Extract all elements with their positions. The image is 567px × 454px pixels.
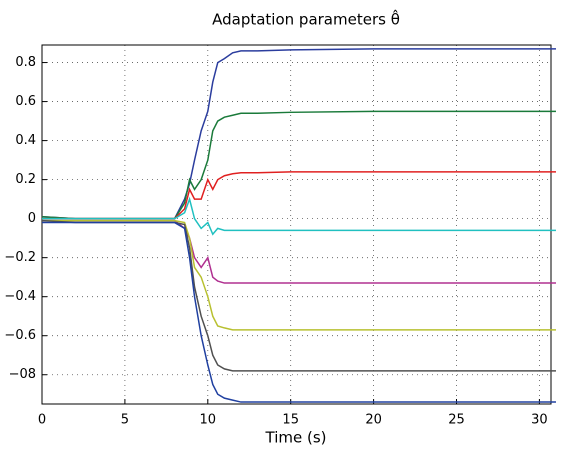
x-tick-label: 25	[448, 413, 465, 428]
x-tick-label: 15	[282, 413, 299, 428]
x-tick-label: 10	[200, 413, 217, 428]
series-line	[42, 219, 556, 331]
x-tick-label: 30	[531, 413, 548, 428]
y-tick-label: 0.2	[15, 172, 36, 187]
series-line	[41, 110, 556, 220]
y-tick-label: −0.6	[4, 328, 36, 343]
series-line	[41, 48, 556, 220]
plot-frame	[41, 44, 552, 405]
x-tick-label: 0	[38, 413, 46, 428]
x-tick-label: 5	[121, 413, 129, 428]
y-tick-label: −08	[9, 367, 36, 382]
series-line	[42, 221, 556, 403]
x-tick-label: 20	[365, 413, 382, 428]
series-line	[41, 219, 556, 372]
series-line	[42, 196, 556, 236]
y-tick-label: 0	[28, 211, 36, 226]
chart-title: Adaptation parameters θ̂	[212, 9, 400, 29]
y-tick-label: 0.4	[15, 133, 36, 148]
y-tick-label: 0.8	[15, 55, 36, 70]
series-line	[42, 171, 556, 220]
y-tick-label: −0.2	[4, 250, 36, 265]
y-tick-label: −0.4	[4, 289, 36, 304]
x-axis-label: Time (s)	[265, 429, 327, 447]
y-tick-label: 0.6	[15, 94, 36, 109]
